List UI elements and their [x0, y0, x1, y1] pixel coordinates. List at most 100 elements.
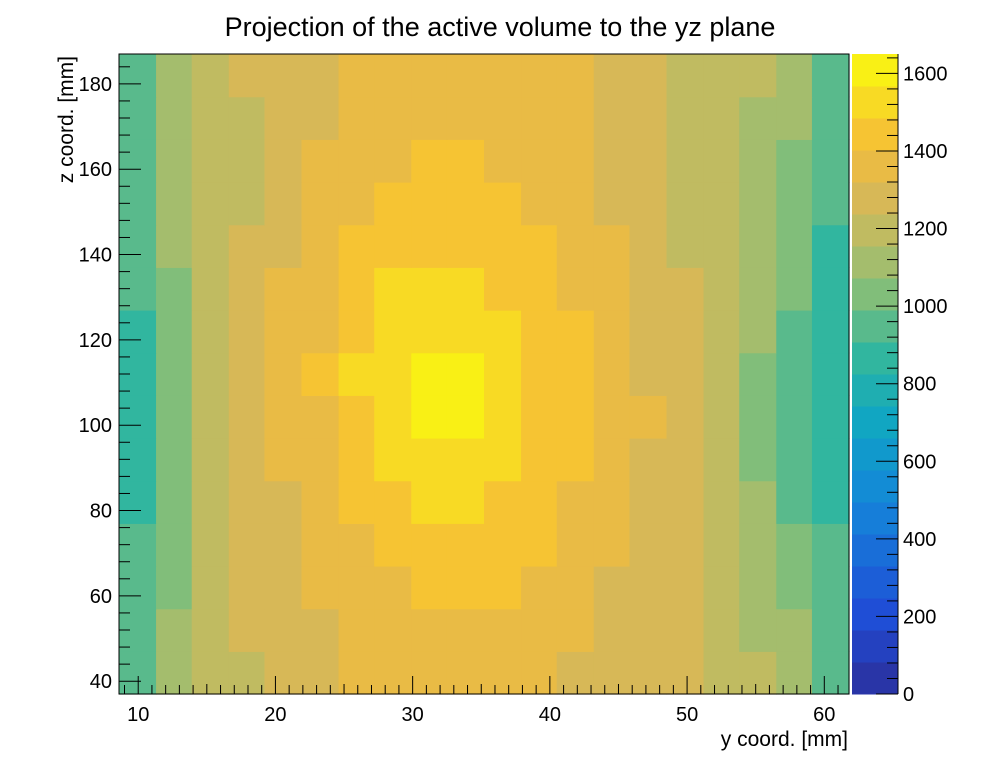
heatmap-cell — [374, 651, 412, 695]
colorbar-band — [852, 630, 898, 663]
colorbar-tick-label: 0 — [903, 684, 914, 706]
heatmap-cell — [739, 54, 777, 98]
heatmap-cell — [301, 651, 340, 695]
heatmap-cell — [593, 267, 631, 311]
heatmap-cell — [739, 182, 777, 226]
colorbar-band — [852, 214, 898, 247]
heatmap-cell — [484, 523, 522, 567]
heatmap-cell — [629, 267, 668, 311]
heatmap-cell — [484, 480, 522, 524]
colorbar-band — [852, 502, 898, 535]
heatmap-cell — [776, 352, 813, 396]
y-axis: 40 60 80 100 120 140 160 180 — [79, 66, 141, 693]
heatmap-cell — [228, 182, 266, 226]
heatmap-cell — [228, 224, 266, 268]
heatmap-cell — [228, 310, 266, 354]
heatmap-cell — [703, 96, 740, 140]
heatmap-cell — [156, 139, 193, 183]
heatmap-cell — [666, 438, 705, 482]
heatmap-cell — [191, 139, 230, 183]
heatmap-cell — [264, 608, 303, 652]
heatmap-cell — [556, 352, 595, 396]
heatmap-cell — [556, 608, 595, 652]
heatmap-cell — [629, 96, 668, 140]
y-tick-label: 120 — [79, 330, 112, 352]
heatmap-cells — [119, 54, 850, 695]
heatmap-cell — [264, 224, 303, 268]
heatmap-cell — [811, 310, 850, 354]
heatmap-cell — [264, 96, 303, 140]
heatmap-cell — [228, 523, 266, 567]
heatmap-cell — [191, 480, 230, 524]
heatmap-cell — [484, 96, 522, 140]
heatmap-cell — [411, 310, 448, 354]
heatmap-cell — [811, 267, 850, 311]
heatmap-cell — [191, 608, 230, 652]
heatmap-cell — [484, 566, 522, 610]
colorbar-tick-label: 1600 — [903, 63, 948, 85]
heatmap-cell — [374, 352, 412, 396]
heatmap-cell — [484, 395, 522, 439]
heatmap-cell — [338, 139, 375, 183]
heatmap-cell — [411, 96, 448, 140]
heatmap-cell — [739, 523, 777, 567]
heatmap-cell — [556, 96, 595, 140]
heatmap-cell — [666, 310, 705, 354]
heatmap-cell — [703, 480, 740, 524]
heatmap-cell — [411, 566, 448, 610]
colorbar-band — [852, 534, 898, 567]
heatmap-cell — [556, 651, 595, 695]
heatmap-cell — [521, 267, 558, 311]
heatmap-cell — [119, 310, 157, 354]
heatmap-cell — [739, 139, 777, 183]
heatmap-cell — [593, 54, 631, 98]
heatmap-cell — [739, 651, 777, 695]
heatmap-cell — [629, 139, 668, 183]
heatmap-cell — [811, 651, 850, 695]
colorbar-band — [852, 86, 898, 119]
heatmap-cell — [484, 310, 522, 354]
heatmap-cell — [446, 96, 485, 140]
heatmap-cell — [338, 523, 375, 567]
heatmap-cell — [228, 566, 266, 610]
y-tick-label: 140 — [79, 245, 112, 267]
heatmap-cell — [776, 566, 813, 610]
heatmap-cell — [521, 54, 558, 98]
x-axis-label: y coord. [mm] — [721, 728, 848, 751]
heatmap-cell — [811, 96, 850, 140]
heatmap-cell — [446, 395, 485, 439]
heatmap-cell — [556, 182, 595, 226]
heatmap-cell — [739, 438, 777, 482]
y-tick-label: 180 — [79, 74, 112, 96]
heatmap-cell — [556, 438, 595, 482]
heatmap-cell — [228, 352, 266, 396]
heatmap-cell — [156, 438, 193, 482]
heatmap-cell — [264, 352, 303, 396]
colorbar-band — [852, 246, 898, 279]
heatmap-cell — [703, 54, 740, 98]
heatmap-cell — [776, 267, 813, 311]
heatmap-cell — [776, 438, 813, 482]
heatmap-cell — [521, 566, 558, 610]
heatmap-cell — [521, 224, 558, 268]
heatmap-cell — [484, 608, 522, 652]
heatmap-cell — [156, 608, 193, 652]
heatmap-cell — [301, 96, 340, 140]
heatmap-cell — [629, 651, 668, 695]
heatmap-cell — [703, 395, 740, 439]
heatmap-cell — [811, 438, 850, 482]
heatmap-cell — [776, 480, 813, 524]
heatmap-cell — [521, 139, 558, 183]
heatmap-cell — [703, 224, 740, 268]
heatmap-cell — [666, 54, 705, 98]
colorbar-band — [852, 182, 898, 215]
heatmap-cell — [703, 608, 740, 652]
colorbar-tick-label: 1000 — [903, 296, 948, 318]
y-tick-label: 40 — [90, 671, 112, 693]
heatmap-cell — [411, 139, 448, 183]
heatmap-cell — [521, 438, 558, 482]
heatmap-cell — [629, 310, 668, 354]
heatmap-cell — [666, 608, 705, 652]
heatmap-cell — [156, 96, 193, 140]
heatmap-cell — [776, 395, 813, 439]
